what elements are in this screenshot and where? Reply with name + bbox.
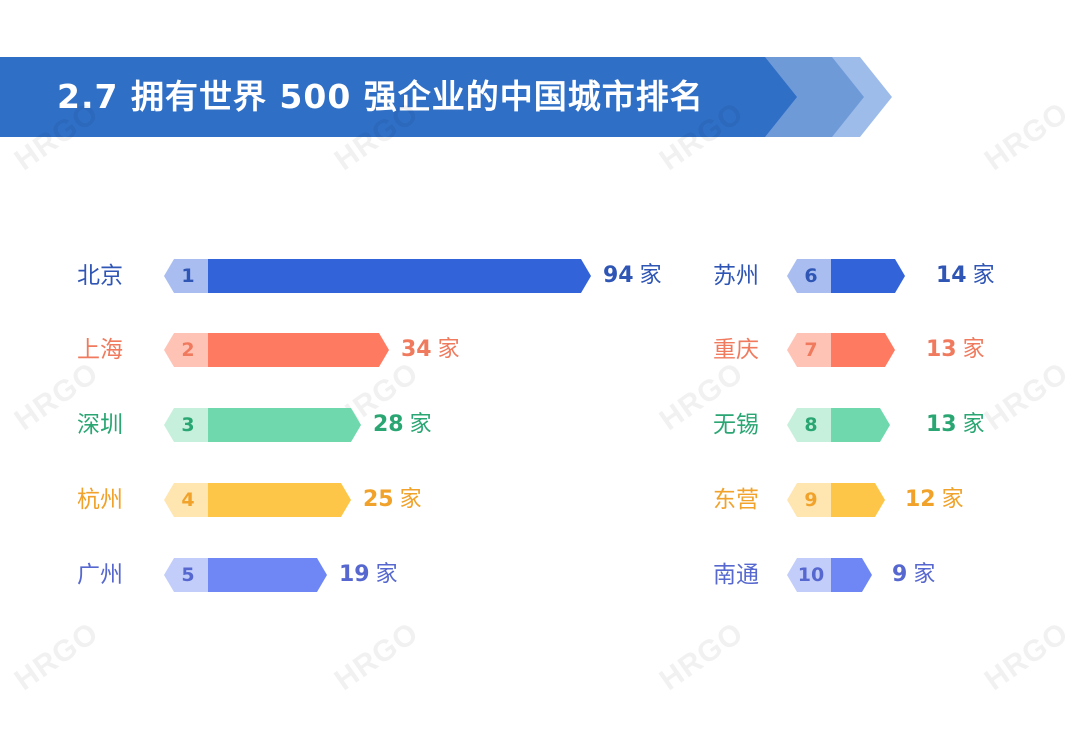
value-bar: [208, 558, 327, 592]
value-label: 12 家: [905, 483, 964, 517]
ranking-row: 广州 5 19 家: [0, 558, 1080, 592]
value-unit: 家: [972, 263, 995, 288]
ranking-row: 南通 10 9 家: [0, 558, 1080, 592]
value-bar: [208, 333, 389, 367]
value-number: 25: [363, 487, 394, 512]
title-banner: [0, 57, 900, 137]
ranking-row: 苏州 6 14 家: [0, 259, 1080, 293]
city-label: 深圳: [77, 412, 123, 438]
watermark-text: HRGO: [653, 616, 750, 698]
rank-number: 2: [181, 339, 195, 361]
ranking-row: 深圳 3 28 家: [0, 408, 1080, 442]
value-number: 19: [339, 562, 370, 587]
rank-number: 5: [181, 564, 195, 586]
value-unit: 家: [399, 487, 422, 512]
ranking-row: 北京 1 94 家: [0, 259, 1080, 293]
value-bar: [208, 483, 351, 517]
value-unit: 家: [437, 337, 460, 362]
rank-badge: 1: [164, 259, 208, 293]
ranking-row: 上海 2 34 家: [0, 333, 1080, 367]
rank-badge: 3: [164, 408, 208, 442]
value-number: 34: [401, 337, 432, 362]
rank-badge: 8: [787, 408, 831, 442]
rank-number: 9: [804, 489, 818, 511]
value-number: 9: [892, 562, 908, 587]
city-label: 无锡: [713, 412, 759, 438]
value-label: 13 家: [926, 333, 985, 367]
watermark-text: HRGO: [8, 616, 105, 698]
city-label: 重庆: [713, 337, 759, 363]
rank-number: 1: [181, 265, 195, 287]
rank-number: 7: [804, 339, 818, 361]
city-label: 上海: [77, 337, 123, 363]
rank-badge: 6: [787, 259, 831, 293]
value-number: 13: [926, 337, 957, 362]
rank-badge: 9: [787, 483, 831, 517]
value-unit: 家: [941, 487, 964, 512]
value-bar: [831, 483, 885, 517]
value-unit: 家: [639, 263, 662, 288]
watermark-text: HRGO: [978, 96, 1075, 178]
watermark-text: HRGO: [328, 616, 425, 698]
value-unit: 家: [913, 562, 936, 587]
value-bar: [831, 408, 890, 442]
watermark-text: HRGO: [978, 616, 1075, 698]
rank-number: 6: [804, 265, 818, 287]
city-label: 北京: [77, 263, 123, 289]
rank-number: 4: [181, 489, 195, 511]
value-number: 14: [936, 263, 967, 288]
city-label: 杭州: [77, 487, 123, 513]
value-bar: [208, 259, 591, 293]
value-bar: [831, 333, 895, 367]
rank-badge: 2: [164, 333, 208, 367]
value-bar: [208, 408, 361, 442]
value-label: 25 家: [363, 483, 422, 517]
ranking-row: 重庆 7 13 家: [0, 333, 1080, 367]
value-bar: [831, 558, 872, 592]
rank-badge: 7: [787, 333, 831, 367]
city-label: 广州: [77, 562, 123, 588]
value-label: 14 家: [936, 259, 995, 293]
city-label: 东营: [713, 487, 759, 513]
value-bar: [831, 259, 905, 293]
value-number: 12: [905, 487, 936, 512]
value-number: 13: [926, 412, 957, 437]
value-label: 13 家: [926, 408, 985, 442]
value-label: 34 家: [401, 333, 460, 367]
city-label: 苏州: [713, 263, 759, 289]
value-label: 94 家: [603, 259, 662, 293]
value-unit: 家: [962, 412, 985, 437]
rank-badge: 4: [164, 483, 208, 517]
page-title: 2.7 拥有世界 500 强企业的中国城市排名: [57, 77, 704, 116]
chevron-banner-shape: [0, 57, 892, 137]
ranking-row: 无锡 8 13 家: [0, 408, 1080, 442]
rank-badge: 5: [164, 558, 208, 592]
rank-badge: 10: [787, 558, 831, 592]
city-label: 南通: [713, 562, 759, 588]
rank-number: 8: [804, 414, 818, 436]
value-label: 28 家: [373, 408, 432, 442]
rank-number: 10: [797, 564, 825, 586]
value-number: 94: [603, 263, 634, 288]
value-unit: 家: [409, 412, 432, 437]
rank-number: 3: [181, 414, 195, 436]
ranking-row: 东营 9 12 家: [0, 483, 1080, 517]
value-unit: 家: [962, 337, 985, 362]
value-unit: 家: [375, 562, 398, 587]
ranking-row: 杭州 4 25 家: [0, 483, 1080, 517]
value-number: 28: [373, 412, 404, 437]
value-label: 19 家: [339, 558, 398, 592]
